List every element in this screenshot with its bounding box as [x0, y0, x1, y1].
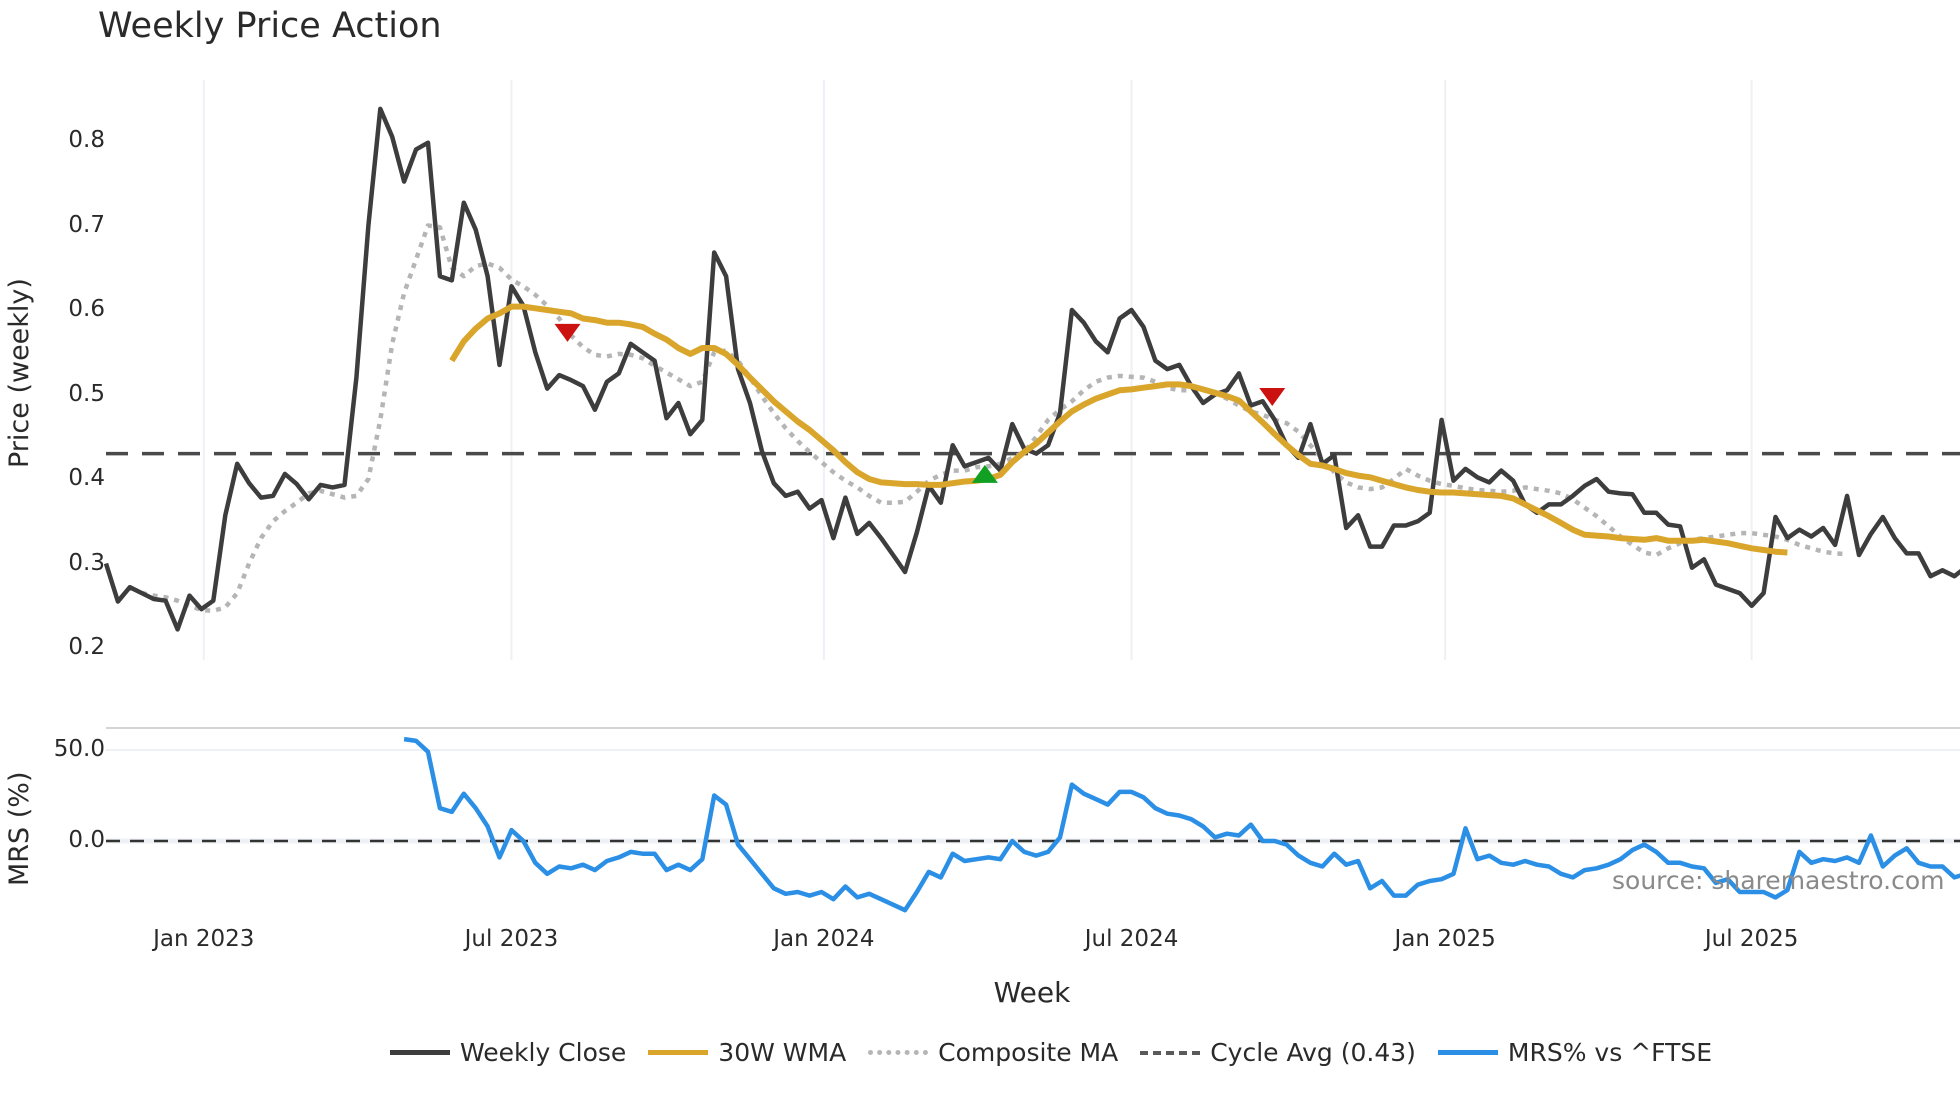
mrs-line: [403, 736, 1960, 913]
tick-label: 0.8: [68, 127, 105, 153]
solid-line-swatch-icon: [390, 1050, 450, 1055]
price-y-axis-label: Price (weekly): [4, 278, 35, 468]
tick-label: 0.5: [68, 380, 105, 407]
composite-ma-line: [141, 223, 1848, 614]
tick-label: 0.4: [68, 465, 105, 491]
tick-label: 0.3: [68, 549, 105, 576]
sell-signal-triangle-down-icon: [1259, 388, 1286, 407]
tick-label: Jul 2023: [464, 926, 559, 952]
tick-label: Jan 2023: [153, 926, 255, 952]
mrs-panel: [106, 736, 1960, 913]
dashed-line-swatch-icon: [1140, 1050, 1201, 1055]
legend-item-30w-wma[interactable]: 30W WMA: [648, 1038, 846, 1067]
legend-label: Cycle Avg (0.43): [1210, 1038, 1416, 1067]
tick-label: 0.6: [68, 296, 105, 322]
solid-line-swatch-icon: [648, 1050, 709, 1055]
tick-label: Jul 2025: [1704, 926, 1799, 952]
tick-label: Jan 2025: [1394, 926, 1496, 952]
legend-item-cycle-avg[interactable]: Cycle Avg (0.43): [1140, 1038, 1416, 1067]
weekly-close-line: [103, 106, 1960, 632]
dotted-line-swatch-icon: [868, 1050, 929, 1055]
tick-label: 0.7: [68, 211, 105, 238]
source-watermark: source: sharemaestro.com: [1612, 866, 1945, 895]
mrs-y-axis-label: MRS (%): [4, 771, 35, 887]
sell-signal-triangle-down-icon: [554, 323, 581, 342]
tick-label: 0.2: [68, 634, 105, 660]
chart-title: Weekly Price Action: [98, 6, 442, 46]
tick-label: Jul 2024: [1084, 926, 1179, 952]
legend-item-mrs[interactable]: MRS% vs ^FTSE: [1437, 1038, 1713, 1067]
price-panel: [103, 106, 1960, 632]
legend-label: 30W WMA: [718, 1038, 847, 1067]
legend: Weekly Close 30W WMA Composite MA Cycle …: [390, 1038, 1734, 1067]
gridlines: [106, 80, 1960, 844]
tick-label: 0.0: [68, 827, 105, 853]
tick-label: 50.0: [53, 736, 105, 762]
legend-label: Weekly Close: [460, 1038, 627, 1067]
legend-label: Composite MA: [938, 1038, 1119, 1067]
legend-item-composite-ma[interactable]: Composite MA: [868, 1038, 1118, 1067]
legend-item-weekly-close[interactable]: Weekly Close: [390, 1038, 626, 1067]
wma-line: [449, 303, 1788, 556]
solid-line-swatch-icon: [1437, 1050, 1498, 1055]
x-axis-label: Week: [993, 976, 1071, 1009]
legend-label: MRS% vs ^FTSE: [1507, 1038, 1713, 1067]
buy-signal-triangle-up-icon: [971, 464, 998, 483]
tick-label: Jan 2024: [773, 926, 875, 952]
